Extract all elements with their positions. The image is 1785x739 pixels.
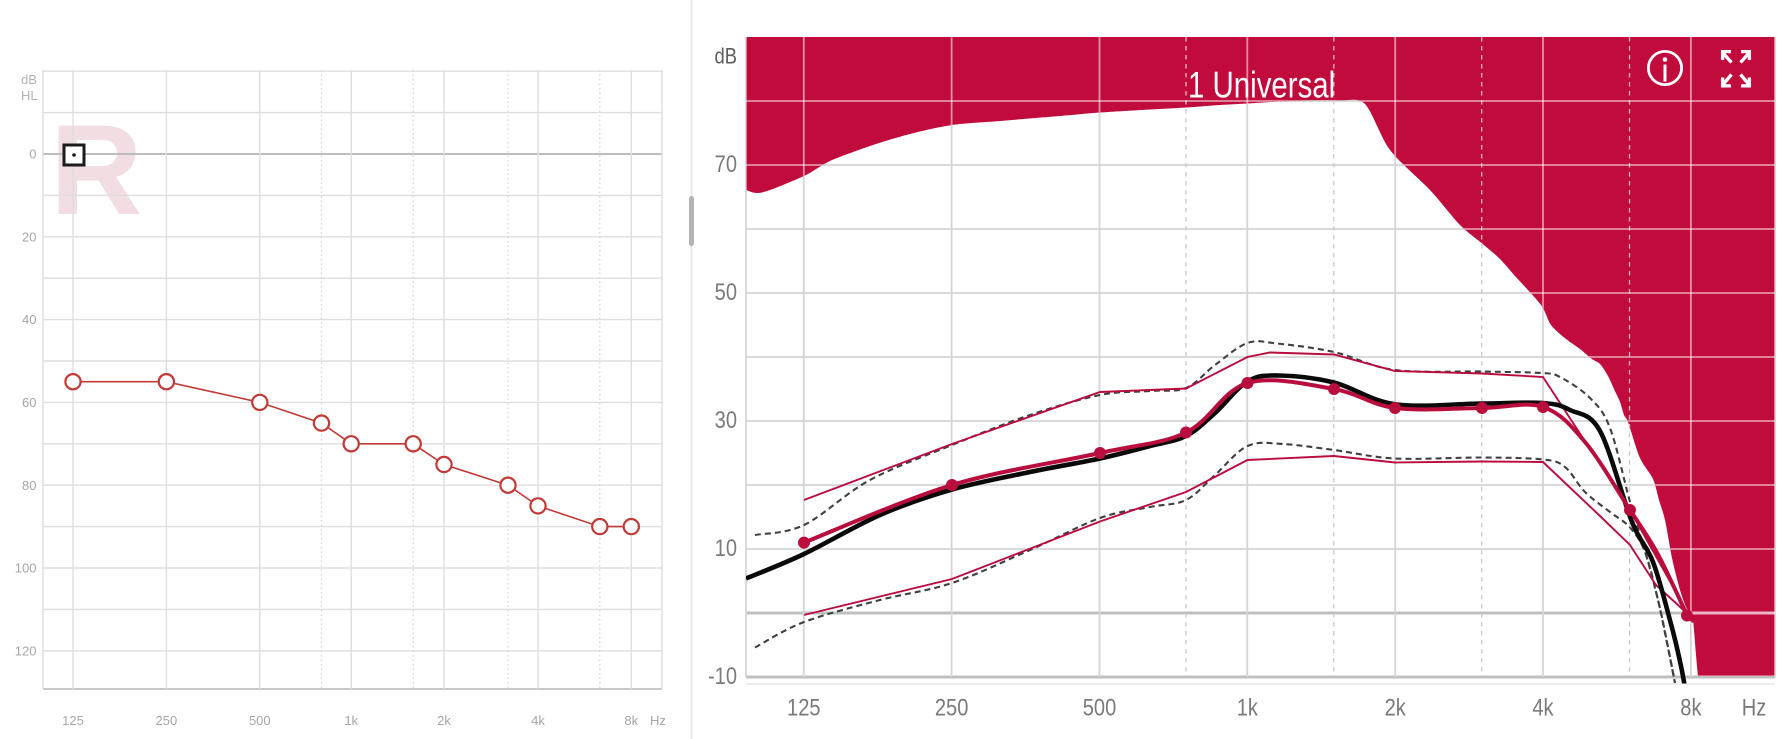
svg-text:HL: HL [21, 88, 38, 103]
svg-text:Hz: Hz [1742, 694, 1767, 721]
svg-text:Hz: Hz [650, 713, 666, 728]
svg-text:0: 0 [29, 147, 36, 162]
svg-text:4k: 4k [1532, 694, 1554, 721]
svg-text:2k: 2k [1385, 694, 1407, 721]
svg-text:8k: 8k [1680, 694, 1702, 721]
svg-text:4k: 4k [531, 713, 545, 728]
svg-text:120: 120 [15, 643, 37, 658]
svg-text:80: 80 [22, 478, 36, 493]
svg-text:dB: dB [714, 44, 737, 69]
svg-text:125: 125 [62, 713, 84, 728]
svg-text:100: 100 [15, 561, 37, 576]
svg-text:500: 500 [249, 713, 271, 728]
svg-text:-10: -10 [708, 662, 737, 689]
svg-text:250: 250 [935, 694, 969, 721]
svg-text:R: R [50, 99, 142, 242]
svg-text:1 Universal: 1 Universal [1188, 64, 1335, 106]
svg-text:60: 60 [22, 395, 36, 410]
svg-text:1k: 1k [1237, 694, 1259, 721]
svg-text:500: 500 [1083, 694, 1117, 721]
svg-text:10: 10 [715, 534, 737, 561]
svg-text:50: 50 [715, 278, 737, 305]
svg-text:250: 250 [156, 713, 178, 728]
svg-text:20: 20 [22, 229, 36, 244]
svg-text:125: 125 [787, 694, 821, 721]
svg-text:8k: 8k [624, 713, 638, 728]
svg-text:30: 30 [715, 406, 737, 433]
svg-text:1k: 1k [344, 713, 358, 728]
svg-text:2k: 2k [437, 713, 451, 728]
svg-text:dB: dB [21, 72, 37, 87]
svg-text:40: 40 [22, 312, 36, 327]
svg-text:70: 70 [715, 150, 737, 177]
